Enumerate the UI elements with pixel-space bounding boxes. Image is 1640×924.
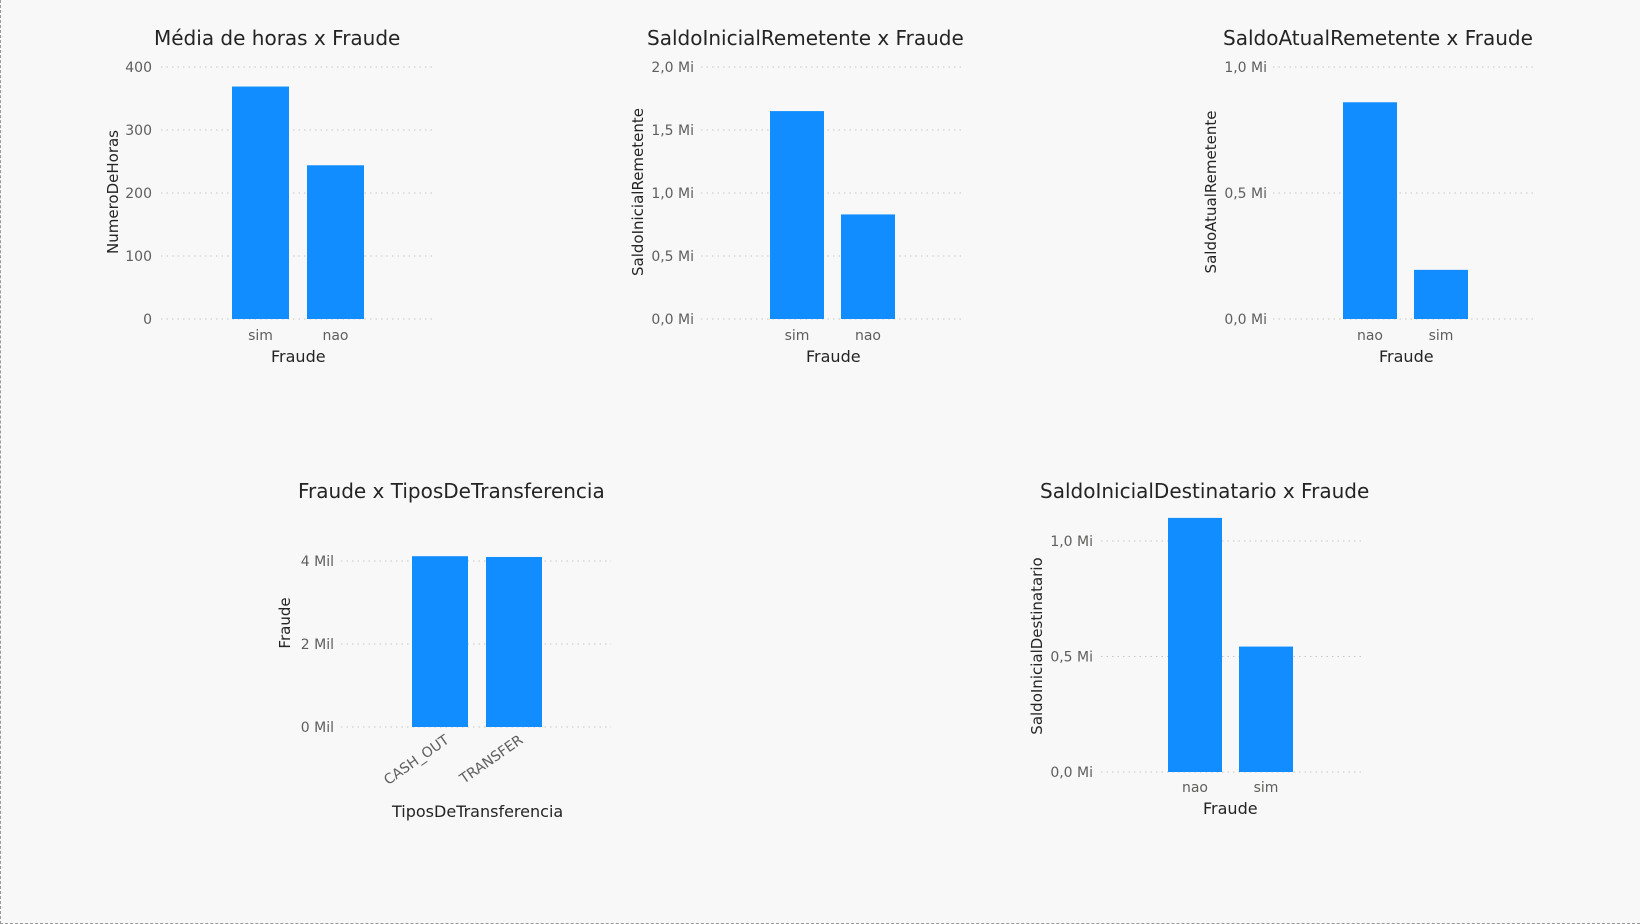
x-axis-label: Fraude <box>1203 799 1258 818</box>
x-tick-label: nao <box>1357 328 1383 344</box>
x-tick-label: nao <box>1182 780 1208 796</box>
plot-area: 0 100 200 300 400 sim nao <box>125 60 436 344</box>
y-tick-label: 300 <box>125 123 152 139</box>
y-tick-label: 0,5 Mi <box>1050 650 1093 666</box>
x-axis-label: Fraude <box>806 347 861 366</box>
bar-sim[interactable] <box>770 111 824 319</box>
y-tick-label: 0,5 Mi <box>651 249 694 265</box>
chart-saldo-inicial-remetente[interactable]: SaldoInicialRemetente x Fraude SaldoInic… <box>621 20 1001 380</box>
chart-saldo-atual-remetente[interactable]: SaldoAtualRemetente x Fraude SaldoAtualR… <box>1201 20 1601 380</box>
x-tick-label: nao <box>322 328 348 344</box>
y-tick-label: 0,5 Mi <box>1224 186 1267 202</box>
y-tick-label: 2 Mil <box>301 637 334 653</box>
plot-area: 0,0 Mi 0,5 Mi 1,0 Mi nao sim <box>1224 60 1536 344</box>
y-tick-label: 0 <box>143 312 152 328</box>
bar-sim[interactable] <box>1239 646 1293 772</box>
y-tick-label: 1,0 Mi <box>651 186 694 202</box>
chart-saldo-inicial-destinatario[interactable]: SaldoInicialDestinatario x Fraude SaldoI… <box>1021 470 1421 850</box>
bar-cash-out[interactable] <box>412 556 468 727</box>
y-tick-label: 0,0 Mi <box>1224 312 1267 328</box>
bar-nao[interactable] <box>841 214 895 319</box>
x-tick-label: CASH_OUT <box>381 732 452 789</box>
x-tick-label: sim <box>248 328 273 344</box>
y-tick-label: 100 <box>125 249 152 265</box>
y-tick-label: 400 <box>125 60 152 76</box>
plot-area: 0,0 Mi 0,5 Mi 1,0 Mi 1,5 Mi 2,0 Mi sim nao <box>651 60 961 344</box>
y-tick-label: 0,0 Mi <box>651 312 694 328</box>
y-tick-label: 2,0 Mi <box>651 60 694 76</box>
x-tick-label: sim <box>1429 328 1454 344</box>
chart-title: Média de horas x Fraude <box>154 26 401 50</box>
y-tick-label: 0,0 Mi <box>1050 765 1093 781</box>
bar-transfer[interactable] <box>486 556 542 727</box>
chart-title: SaldoAtualRemetente x Fraude <box>1223 26 1533 50</box>
chart-title: SaldoInicialDestinatario x Fraude <box>1040 479 1370 503</box>
chart-title: Fraude x TiposDeTransferencia <box>298 479 605 503</box>
y-tick-label: 1,5 Mi <box>651 123 694 139</box>
bar-sim[interactable] <box>1414 269 1468 319</box>
bar-nao[interactable] <box>1168 517 1222 772</box>
y-tick-label: 200 <box>125 186 152 202</box>
chart-media-horas[interactable]: Média de horas x Fraude NumeroDeHoras Fr… <box>81 20 461 380</box>
y-tick-label: 1,0 Mi <box>1224 60 1267 76</box>
x-tick-label: sim <box>785 328 810 344</box>
x-axis-label: Fraude <box>271 347 326 366</box>
bar-nao[interactable] <box>1343 102 1397 319</box>
chart-title: SaldoInicialRemetente x Fraude <box>647 26 964 50</box>
y-tick-label: 1,0 Mi <box>1050 534 1093 550</box>
x-tick-label: sim <box>1254 780 1279 796</box>
x-tick-label: TRANSFER <box>456 732 526 788</box>
y-tick-label: 4 Mil <box>301 554 334 570</box>
x-axis-label: Fraude <box>1379 347 1434 366</box>
x-axis-label: TiposDeTransferencia <box>392 802 564 821</box>
x-tick-label: nao <box>855 328 881 344</box>
y-tick-label: 0 Mil <box>301 720 334 736</box>
bar-sim[interactable] <box>232 86 289 319</box>
bar-nao[interactable] <box>307 165 364 319</box>
plot-area: 0,0 Mi 0,5 Mi 1,0 Mi nao sim <box>1050 517 1361 796</box>
chart-fraude-tipos[interactable]: Fraude x TiposDeTransferencia Fraude Tip… <box>261 470 661 850</box>
plot-area: 0 Mil 2 Mil 4 Mil CASH_OUT TRANSFER <box>301 554 611 789</box>
